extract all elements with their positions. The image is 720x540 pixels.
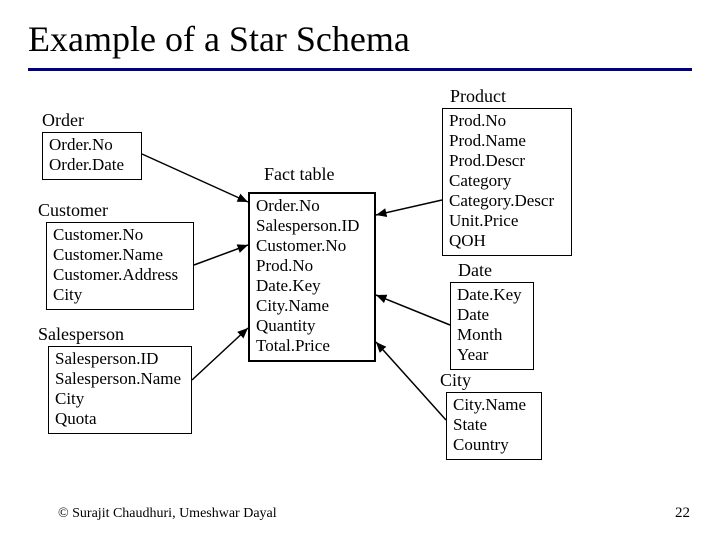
field: Unit.Price — [449, 211, 565, 231]
product-label: Product — [450, 86, 506, 107]
diagram-canvas: Order Order.No Order.Date Customer Custo… — [0, 80, 720, 500]
field: Date — [457, 305, 527, 325]
date-label: Date — [458, 260, 492, 281]
field: Prod.No — [256, 256, 368, 276]
edge — [142, 154, 248, 202]
field: City — [55, 389, 185, 409]
fact-label: Fact table — [264, 164, 334, 185]
edge — [194, 245, 248, 265]
field: Date.Key — [256, 276, 368, 296]
field: Total.Price — [256, 336, 368, 356]
product-table: Prod.No Prod.Name Prod.Descr Category Ca… — [442, 108, 572, 256]
field: Salesperson.ID — [256, 216, 368, 236]
field: Category — [449, 171, 565, 191]
field: Order.No — [49, 135, 135, 155]
field: Country — [453, 435, 535, 455]
order-label: Order — [42, 110, 84, 131]
field: Order.No — [256, 196, 368, 216]
page-number: 22 — [675, 505, 690, 522]
field: Customer.Name — [53, 245, 187, 265]
field: Year — [457, 345, 527, 365]
footer-credit: © Surajit Chaudhuri, Umeshwar Dayal — [58, 506, 277, 522]
field: City.Name — [256, 296, 368, 316]
edge — [192, 328, 248, 380]
field: Date.Key — [457, 285, 527, 305]
field: City.Name — [453, 395, 535, 415]
edge — [376, 200, 442, 215]
customer-label: Customer — [38, 200, 108, 221]
field: Customer.Address — [53, 265, 187, 285]
field: Category.Descr — [449, 191, 565, 211]
field: QOH — [449, 231, 565, 251]
date-table: Date.Key Date Month Year — [450, 282, 534, 370]
field: Month — [457, 325, 527, 345]
field: Prod.No — [449, 111, 565, 131]
title-underline — [28, 68, 692, 71]
salesperson-table: Salesperson.ID Salesperson.Name City Quo… — [48, 346, 192, 434]
field: Order.Date — [49, 155, 135, 175]
field: Salesperson.ID — [55, 349, 185, 369]
city-table: City.Name State Country — [446, 392, 542, 460]
order-table: Order.No Order.Date — [42, 132, 142, 180]
field: Salesperson.Name — [55, 369, 185, 389]
field: City — [53, 285, 187, 305]
city-label: City — [440, 370, 471, 391]
field: Prod.Descr — [449, 151, 565, 171]
field: Prod.Name — [449, 131, 565, 151]
fact-table: Order.No Salesperson.ID Customer.No Prod… — [248, 192, 376, 362]
field: Customer.No — [256, 236, 368, 256]
customer-table: Customer.No Customer.Name Customer.Addre… — [46, 222, 194, 310]
edge — [376, 295, 450, 325]
slide-title: Example of a Star Schema — [0, 0, 720, 66]
salesperson-label: Salesperson — [38, 324, 124, 345]
field: Customer.No — [53, 225, 187, 245]
field: Quantity — [256, 316, 368, 336]
edge — [376, 342, 446, 420]
field: Quota — [55, 409, 185, 429]
field: State — [453, 415, 535, 435]
